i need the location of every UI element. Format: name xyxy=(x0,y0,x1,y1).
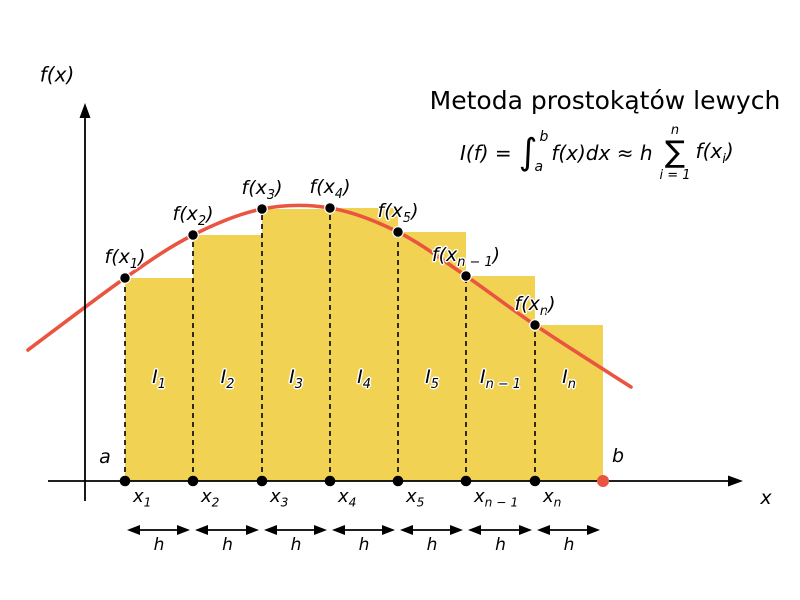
rectangle-7 xyxy=(535,325,603,481)
f-value-label-7: f(xn) xyxy=(514,293,556,319)
area-label-2: I2 xyxy=(220,366,235,392)
rectangle-4 xyxy=(330,208,398,481)
area-label-4: I4 xyxy=(357,366,371,392)
axis-dot-1 xyxy=(119,475,131,487)
rectangle-6 xyxy=(466,276,535,481)
axis-dot-4 xyxy=(324,475,336,487)
sum-lower-limit: i = 1 xyxy=(659,168,691,183)
integral-lower-limit: a xyxy=(534,159,544,175)
x-axis-arrowhead-icon xyxy=(728,475,743,487)
a-label: a xyxy=(99,446,111,469)
tick-label-1: x1 xyxy=(133,486,152,510)
h-label-6: h xyxy=(495,535,506,555)
h-label-7: h xyxy=(563,535,575,555)
h-arrow-left-head-icon xyxy=(195,525,208,535)
formula-integrand: f(x)dx ≈ h xyxy=(551,141,653,165)
tick-label-2: x2 xyxy=(201,486,220,510)
h-arrow-left-head-icon xyxy=(400,525,413,535)
area-label-3: I3 xyxy=(289,366,303,392)
h-arrow-left-head-icon xyxy=(127,525,140,535)
rectangle-1 xyxy=(125,278,193,481)
curve-dot-6 xyxy=(460,270,472,282)
axis-dot-2 xyxy=(187,475,199,487)
rectangle-3 xyxy=(262,209,330,481)
y-axis-label: f(x) xyxy=(39,62,75,87)
formula-lhs: I(f) = xyxy=(460,141,512,165)
curve-dot-1 xyxy=(119,272,131,284)
f-value-label-6: f(xn − 1) xyxy=(431,244,501,270)
tick-label-4: x4 xyxy=(338,486,357,510)
rectangle-5 xyxy=(398,232,466,481)
curve-dot-7 xyxy=(529,319,541,331)
integral: ∫ b a xyxy=(519,130,549,176)
h-label-1: h xyxy=(153,535,165,555)
h-arrow-right-head-icon xyxy=(519,525,532,535)
tick-label-6: xn − 1 xyxy=(474,486,519,510)
sum-sign: ∑ xyxy=(664,135,686,170)
tick-label-3: x3 xyxy=(270,486,289,510)
y-axis-arrowhead-icon xyxy=(79,103,91,118)
area-label-5: I5 xyxy=(425,366,439,392)
axis-dot-6 xyxy=(460,475,472,487)
f-value-label-3: f(x3) xyxy=(241,177,283,203)
curve-dot-3 xyxy=(256,203,268,215)
b-point-dot xyxy=(597,475,609,487)
area-label-7: In xyxy=(562,366,576,392)
curve-dot-5 xyxy=(392,226,404,238)
formula: I(f) = ∫ b a f(x)dx ≈ h n ∑ i = 1 f(xi) xyxy=(458,124,734,182)
h-label-4: h xyxy=(358,535,370,555)
axis-dot-5 xyxy=(392,475,404,487)
h-arrow-right-head-icon xyxy=(587,525,600,535)
sum: n ∑ i = 1 xyxy=(660,124,691,182)
formula-term: f(xi) xyxy=(695,139,734,167)
area-label-1: I1 xyxy=(152,366,166,392)
h-arrow-left-head-icon xyxy=(468,525,481,535)
sum-upper-limit: n xyxy=(670,123,680,138)
area-label-6: In − 1 xyxy=(479,366,522,392)
h-arrow-right-head-icon xyxy=(246,525,259,535)
b-label: b xyxy=(611,445,625,468)
h-arrow-right-head-icon xyxy=(177,525,190,535)
integral-sign: ∫ xyxy=(518,132,538,173)
f-value-label-5: f(x5) xyxy=(377,200,419,226)
h-arrow-right-head-icon xyxy=(450,525,463,535)
tick-label-7: xn xyxy=(543,486,562,510)
axis-dot-7 xyxy=(529,475,541,487)
rectangle-2 xyxy=(193,235,262,481)
h-arrow-left-head-icon xyxy=(537,525,550,535)
h-label-5: h xyxy=(426,535,438,555)
h-arrow-right-head-icon xyxy=(382,525,395,535)
h-label-3: h xyxy=(290,535,302,555)
curve-dot-2 xyxy=(187,229,199,241)
h-label-2: h xyxy=(222,535,233,555)
figure-title: Metoda prostokątów lewych xyxy=(429,86,781,115)
axis-dot-3 xyxy=(256,475,268,487)
f-value-label-1: f(x1) xyxy=(104,246,146,272)
curve-dot-4 xyxy=(324,202,336,214)
h-arrow-left-head-icon xyxy=(332,525,345,535)
f-value-label-2: f(x2) xyxy=(172,203,214,229)
h-arrow-left-head-icon xyxy=(264,525,277,535)
tick-label-5: x5 xyxy=(406,486,425,510)
f-value-label-4: f(x4) xyxy=(309,176,351,202)
h-arrow-right-head-icon xyxy=(314,525,327,535)
integral-limits: b a xyxy=(534,129,549,176)
x-axis-label: x xyxy=(760,487,772,510)
integral-upper-limit: b xyxy=(539,129,549,145)
